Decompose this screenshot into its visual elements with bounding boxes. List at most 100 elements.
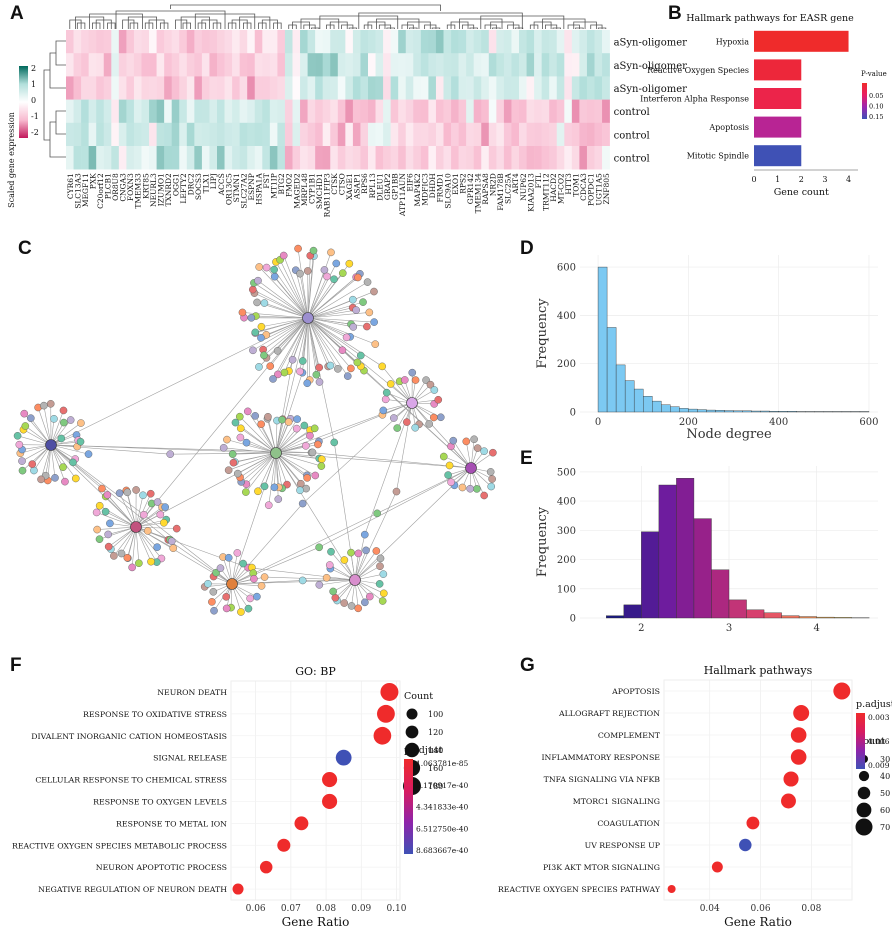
heatmap-col-label: TLX1 xyxy=(202,173,211,193)
y-tick-label: 0 xyxy=(570,408,576,419)
heatmap-cell xyxy=(420,53,429,77)
network-edge xyxy=(307,307,353,319)
heatmap-cell xyxy=(118,99,127,124)
heatmap-col-label: IZUMO1 xyxy=(156,173,165,206)
heatmap-col-label: SLC9A10 xyxy=(443,173,452,209)
network-edge xyxy=(37,407,52,446)
network-leaf-node xyxy=(260,351,268,360)
network-edge xyxy=(226,439,277,454)
bar xyxy=(754,88,802,109)
network-edge xyxy=(277,317,309,375)
heatmap-cell xyxy=(488,99,497,124)
heatmap-cell xyxy=(284,53,293,77)
heatmap-cell xyxy=(413,30,422,54)
heatmap-cell xyxy=(458,76,467,100)
network-leaf-node xyxy=(273,347,282,355)
network-shared-node xyxy=(378,362,386,371)
heatmap-cell xyxy=(284,146,293,170)
heatmap-cell xyxy=(594,30,603,54)
network-shared-node xyxy=(392,487,401,496)
network-leaf-node xyxy=(334,365,342,373)
heatmap-cell xyxy=(224,53,233,77)
heatmap-cell xyxy=(88,53,97,77)
heatmap-cell xyxy=(481,30,490,54)
y-tick-label: 400 xyxy=(557,311,576,322)
heatmap-cell xyxy=(405,146,414,170)
heatmap-cell xyxy=(443,122,452,147)
heatmap-cell xyxy=(164,30,172,54)
network-shared-node xyxy=(143,527,152,535)
network-edge xyxy=(307,252,332,319)
term-label: TNFA SIGNALING VIA NFKB xyxy=(544,775,661,784)
heatmap-cell xyxy=(586,146,595,170)
network-leaf-node xyxy=(21,422,30,430)
network-leaf-node xyxy=(375,580,384,588)
network-leaf-node xyxy=(246,594,254,603)
heatmap-cell xyxy=(262,53,271,77)
heatmap-cell xyxy=(81,76,89,100)
heatmap-cell xyxy=(511,99,520,124)
heatmap-cell xyxy=(224,76,233,100)
heatmap-cell xyxy=(466,99,474,124)
heatmap-cell xyxy=(556,122,565,147)
heatmap-col-label: SOCS3 xyxy=(194,173,203,200)
network-leaf-node xyxy=(379,570,388,578)
heatmap-cell xyxy=(186,146,195,170)
heatmap-cell xyxy=(322,122,331,147)
heatmap-cell xyxy=(352,76,361,100)
network-leaf-node xyxy=(71,474,80,483)
heatmap-cell xyxy=(330,122,339,147)
heatmap-cell xyxy=(549,99,558,124)
network-leaf-node xyxy=(473,444,482,452)
heatmap-row-label: aSyn-oligomer xyxy=(614,38,688,49)
heatmap-cell xyxy=(73,53,82,77)
count-legend-dot xyxy=(856,802,872,818)
heatmap-cell xyxy=(118,53,127,77)
heatmap-cell xyxy=(81,146,89,170)
network-leaf-node xyxy=(266,362,275,370)
network-leaf-node xyxy=(487,482,496,491)
x-tick-label: 2 xyxy=(799,175,804,184)
network-edge xyxy=(135,526,158,563)
heatmap-cell xyxy=(383,122,391,147)
heatmap-col-label: POPDC1 xyxy=(587,173,596,206)
network-edge xyxy=(119,493,137,528)
network-leaf-node xyxy=(347,602,356,610)
network-leaf-node xyxy=(352,306,360,314)
heatmap-cell xyxy=(73,76,82,100)
heatmap-col-label: RAB11FIP3 xyxy=(322,173,331,217)
network-leaf-node xyxy=(338,346,347,355)
heatmap-cell xyxy=(111,99,120,124)
heatmap-col-label: MT-CO2 xyxy=(557,173,566,204)
heatmap-cell xyxy=(345,122,354,147)
heatmap-cell xyxy=(458,30,467,54)
heatmap-cell xyxy=(443,53,452,77)
network-leaf-node xyxy=(253,298,261,307)
network-leaf-node xyxy=(208,598,216,606)
histogram-bar xyxy=(658,484,677,619)
heatmap-cell xyxy=(571,76,580,100)
heatmap-cell xyxy=(209,122,218,147)
network-edge xyxy=(273,269,309,319)
network-leaf-node xyxy=(354,549,363,558)
dot xyxy=(711,861,723,873)
heatmap-cell xyxy=(322,76,331,100)
network-leaf-node xyxy=(330,275,338,284)
network-leaf-node xyxy=(408,368,417,377)
heatmap-col-label: OGG1 xyxy=(171,173,180,196)
dot xyxy=(833,682,851,700)
heatmap-col-label: BTG2 xyxy=(277,173,286,195)
y-axis-label: Frequency xyxy=(535,506,550,577)
heatmap-cell xyxy=(209,146,218,170)
heatmap-cell xyxy=(88,122,97,147)
network-edge xyxy=(97,526,137,530)
heatmap-cell xyxy=(413,122,422,147)
panel-letter-b: B xyxy=(668,3,682,24)
heatmap-cell xyxy=(602,146,610,170)
histogram-bar xyxy=(679,408,689,413)
heatmap-cell xyxy=(458,53,467,77)
heatmap-col-label: CYR61 xyxy=(66,173,75,199)
heatmap-cell xyxy=(171,30,180,54)
histogram-bar xyxy=(633,388,644,413)
heatmap-cell xyxy=(428,76,437,100)
